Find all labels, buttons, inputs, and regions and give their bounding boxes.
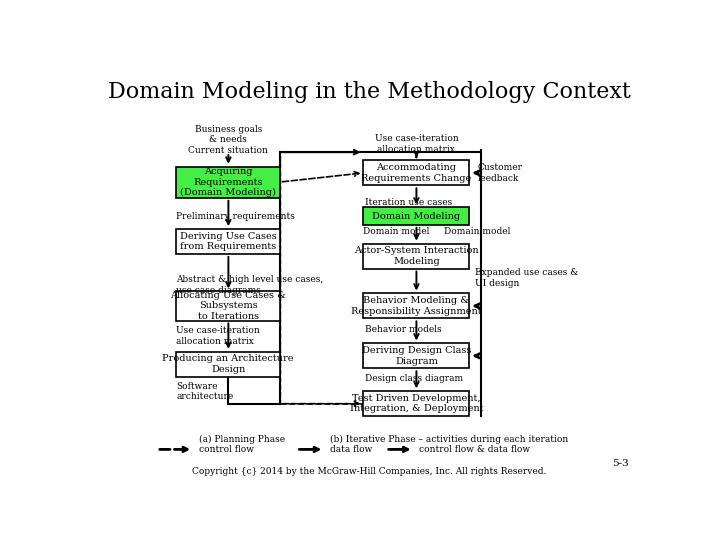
Text: Domain model: Domain model	[364, 227, 430, 235]
Text: Acquiring
Requirements
(Domain Modeling): Acquiring Requirements (Domain Modeling)	[180, 167, 276, 197]
Bar	[364, 207, 469, 225]
Text: Business goals
& needs
Current situation: Business goals & needs Current situation	[189, 125, 269, 154]
Text: Copyright {c} 2014 by the McGraw-Hill Companies, Inc. All rights Reserved.: Copyright {c} 2014 by the McGraw-Hill Co…	[192, 467, 546, 476]
Bar	[176, 229, 280, 254]
Text: Preliminary requirements: Preliminary requirements	[176, 212, 295, 221]
Bar	[364, 293, 469, 319]
Bar	[364, 160, 469, 185]
Text: Allocating Use Cases &
Subsystems
to Iterations: Allocating Use Cases & Subsystems to Ite…	[170, 291, 286, 321]
Text: Producing an Architecture
Design: Producing an Architecture Design	[162, 354, 294, 374]
Text: Abstract & high level use cases,
use case diagrams: Abstract & high level use cases, use cas…	[176, 275, 324, 295]
Bar	[364, 244, 469, 268]
Text: Accommodating
Requirements Change: Accommodating Requirements Change	[361, 163, 472, 183]
Text: Domain model: Domain model	[444, 227, 510, 235]
Bar	[176, 292, 280, 321]
Text: Expanded use cases &
UI design: Expanded use cases & UI design	[475, 268, 578, 288]
Text: Use case-iteration
allocation matrix: Use case-iteration allocation matrix	[176, 326, 260, 346]
Text: Use case-iteration
allocation matrix: Use case-iteration allocation matrix	[374, 134, 459, 153]
Text: control flow: control flow	[199, 445, 254, 454]
Text: data flow: data flow	[330, 445, 372, 454]
Text: Behavior Modeling &
Responsibility Assignment: Behavior Modeling & Responsibility Assig…	[351, 296, 482, 316]
Text: Software
architecture: Software architecture	[176, 381, 234, 401]
Text: Customer
feedback: Customer feedback	[478, 163, 523, 183]
Text: 5-3: 5-3	[612, 458, 629, 468]
Text: Domain Modeling in the Methodology Context: Domain Modeling in the Methodology Conte…	[107, 82, 631, 104]
Text: Design class diagram: Design class diagram	[364, 374, 463, 383]
Text: Deriving Design Class
Diagram: Deriving Design Class Diagram	[361, 346, 471, 366]
Bar	[176, 352, 280, 377]
Text: control flow & data flow: control flow & data flow	[419, 445, 531, 454]
Text: Actor-System Interaction
Modeling: Actor-System Interaction Modeling	[354, 246, 479, 266]
Bar	[176, 167, 280, 198]
Text: (a) Planning Phase: (a) Planning Phase	[199, 435, 285, 444]
Text: Domain Modeling: Domain Modeling	[372, 212, 461, 221]
Text: Iteration use cases: Iteration use cases	[364, 198, 451, 207]
Bar	[364, 343, 469, 368]
Text: Deriving Use Cases
from Requirements: Deriving Use Cases from Requirements	[180, 232, 276, 251]
Text: Test Driven Development,
Integration, & Deployment: Test Driven Development, Integration, & …	[350, 394, 483, 414]
Text: Behavior models: Behavior models	[364, 325, 441, 334]
Text: (b) Iterative Phase – activities during each iteration: (b) Iterative Phase – activities during …	[330, 435, 568, 444]
Bar	[364, 391, 469, 416]
